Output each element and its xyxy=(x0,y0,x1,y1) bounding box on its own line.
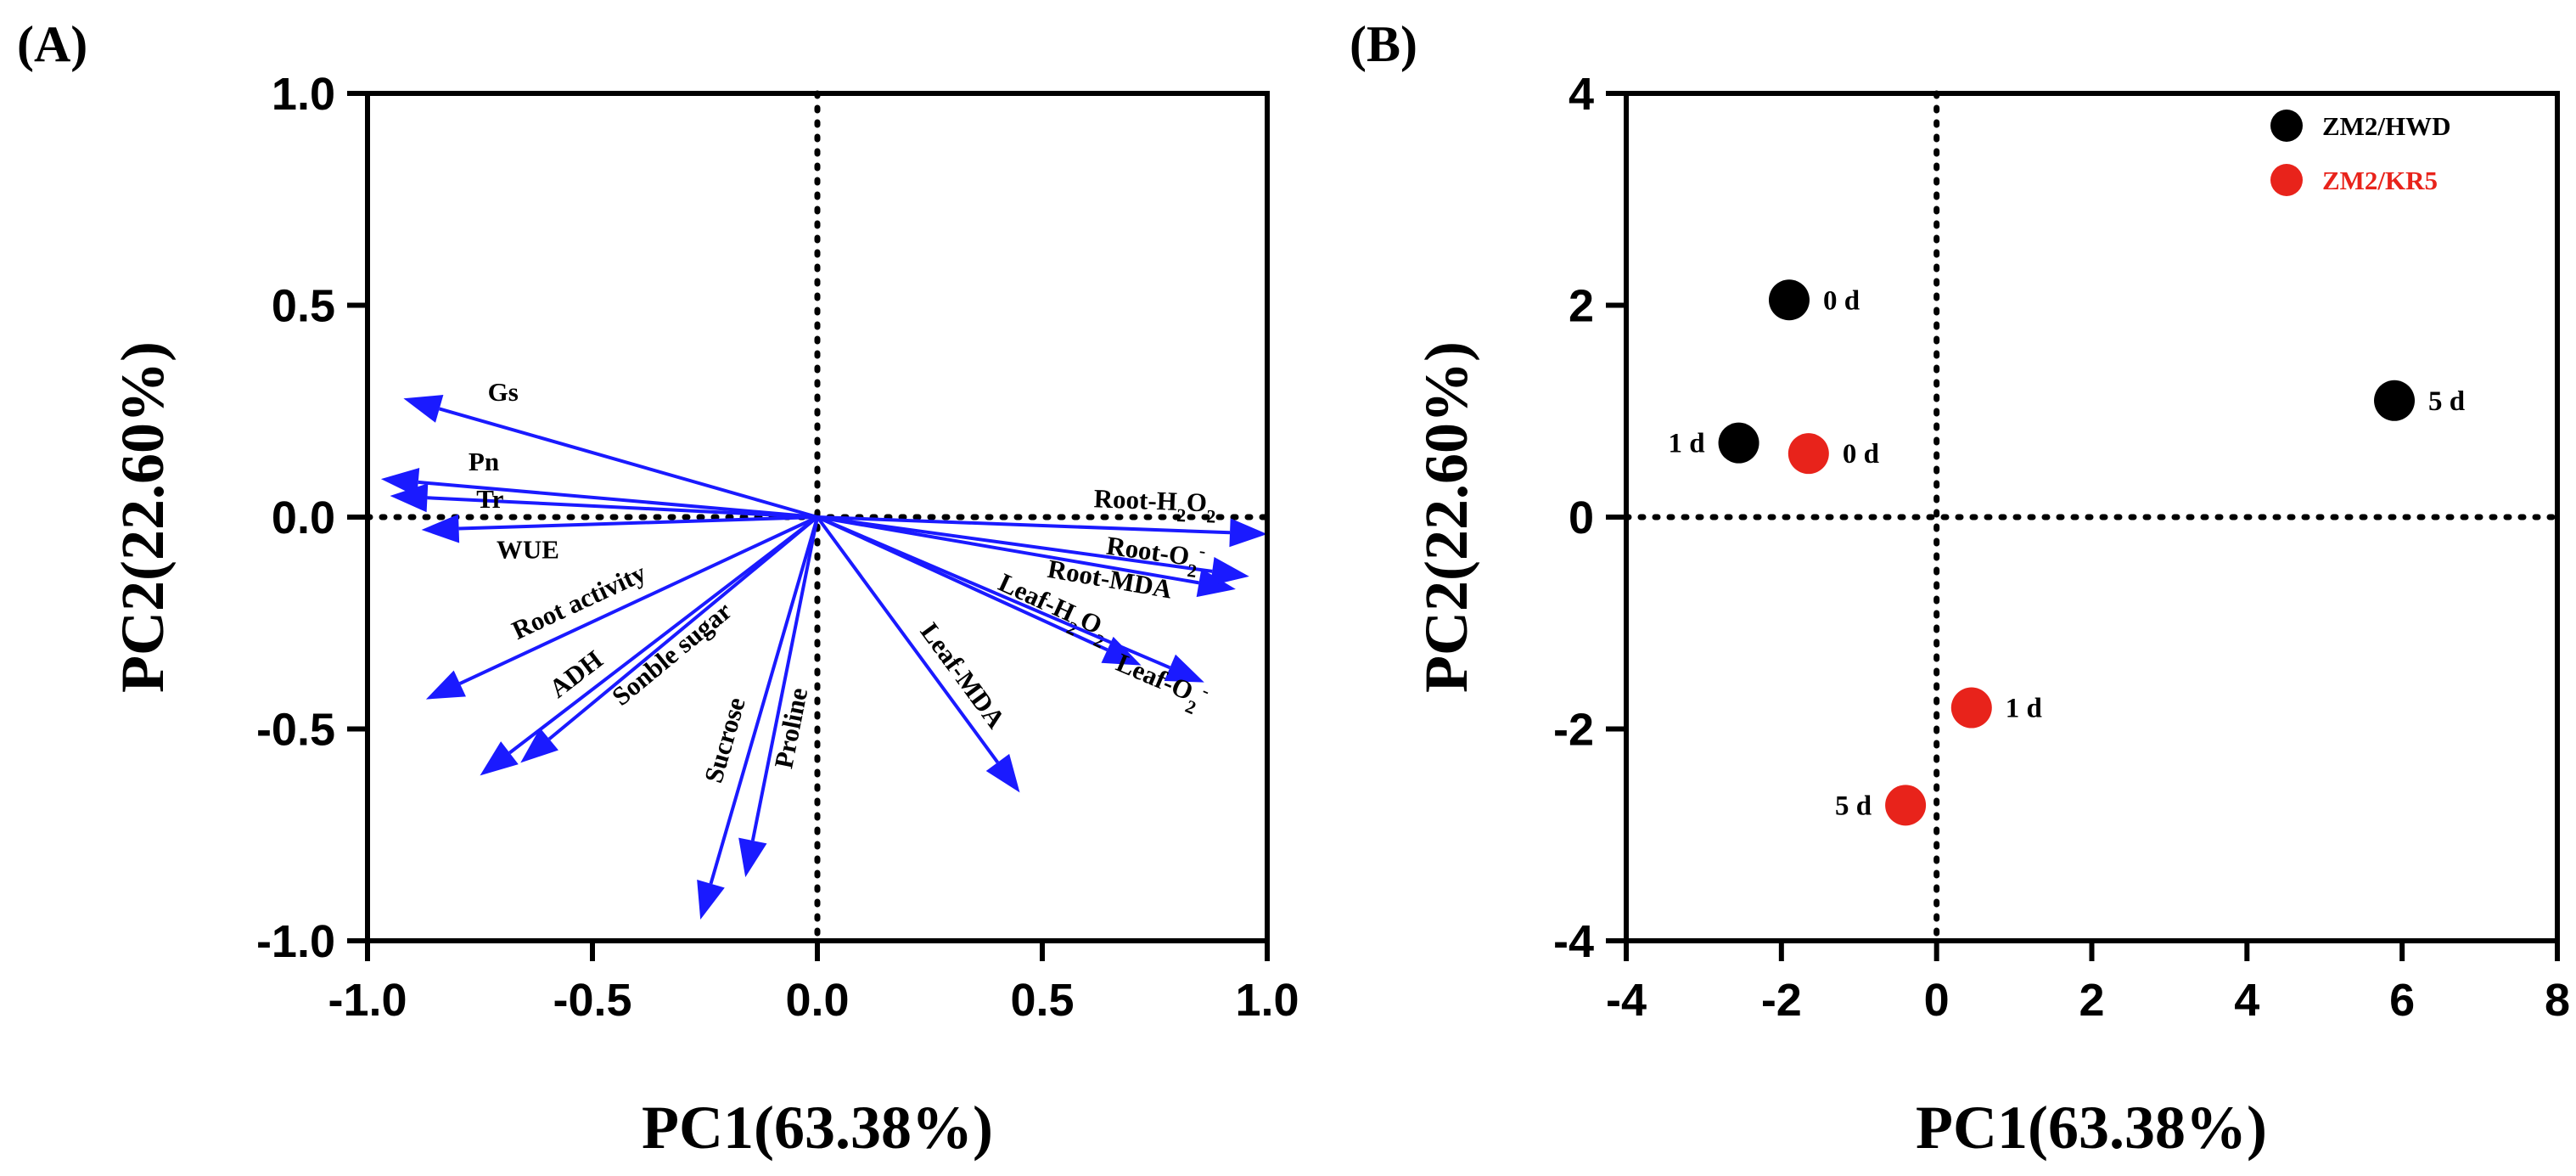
vector-arrowhead-adh xyxy=(480,741,519,776)
panel-a-y-tick-label: 1.0 xyxy=(272,69,335,120)
point-label-zm2-hwd-1-d: 1 d xyxy=(1668,429,1704,459)
vector-line-leaf-o2 xyxy=(817,515,1171,670)
vector-arrowhead-root-h2o2 xyxy=(1229,518,1267,548)
vector-arrowhead-wue xyxy=(421,514,460,543)
panel-b-x-axis-title: PC1(63.38%) xyxy=(1916,1094,2267,1162)
panel-b-x-tick-label: -2 xyxy=(1761,975,1802,1026)
panel-b-y-tick-label: 0 xyxy=(1569,492,1594,543)
point-zm2-hwd-1-d xyxy=(1718,422,1759,464)
vector-label-root-h2o2: Root-H2O2 xyxy=(1093,483,1217,526)
vector-line-root-activity xyxy=(458,515,818,685)
legend-marker-kr5 xyxy=(2270,164,2303,196)
panel-a-y-tick-label: -1.0 xyxy=(256,916,335,967)
point-zm2-kr5-0-d xyxy=(1787,433,1829,475)
panel-b-x-tick-label: 2 xyxy=(2079,975,2104,1026)
point-zm2-hwd-0-d xyxy=(1768,279,1810,321)
panel-a-x-tick-label: 1.0 xyxy=(1235,975,1299,1026)
vector-line-root-h2o2 xyxy=(817,515,1231,535)
panel-b-y-tick-label: 2 xyxy=(1569,281,1594,332)
vector-label-root-activity: Root activity xyxy=(508,557,651,645)
panel-a-y-tick-label: 0.5 xyxy=(272,281,335,332)
vector-label-tr: Tr xyxy=(476,484,503,514)
panel-b-reference-lines xyxy=(1623,90,2561,944)
point-label-zm2-hwd-5-d: 5 d xyxy=(2428,386,2465,417)
panel-b-y-tick-label: 4 xyxy=(1569,69,1594,120)
panel-b-x-tick-label: 0 xyxy=(1924,975,1950,1026)
vector-root-h2o2: Root-H2O2 xyxy=(817,483,1267,548)
panel-b-legend: ZM2/HWD ZM2/KR5 xyxy=(2270,110,2451,196)
legend-label-hwd: ZM2/HWD xyxy=(2322,111,2451,141)
vector-arrowhead-sucrose xyxy=(697,880,725,920)
panel-a-x-tick-label: -0.5 xyxy=(553,975,631,1026)
vector-arrowhead-leaf-mda xyxy=(985,753,1020,793)
panel-b-x-tick-label: 8 xyxy=(2545,975,2570,1026)
point-zm2-kr5-5-d xyxy=(1885,785,1927,826)
vector-root-activity: Root activity xyxy=(425,515,818,700)
panel-b-y-axis-title: PC2(22.60%) xyxy=(1412,341,1480,693)
vector-tr: Tr xyxy=(390,483,818,519)
vector-line-gs xyxy=(439,407,818,519)
panel-a-y-axis-title: PC2(22.60%) xyxy=(109,341,177,693)
vector-proline: Proline xyxy=(738,516,819,878)
vector-line-sucrose xyxy=(709,516,819,885)
panel-b-y-tick-label: -2 xyxy=(1553,705,1594,756)
legend-label-kr5: ZM2/KR5 xyxy=(2322,166,2438,195)
vector-leaf-mda: Leaf-MDA xyxy=(816,515,1020,793)
vector-line-tr xyxy=(427,496,818,519)
vector-arrowhead-proline xyxy=(738,837,767,878)
vector-root-o2: Root-O2- xyxy=(817,515,1249,586)
panel-b-label: (B) xyxy=(1350,16,1417,72)
vector-wue: WUE xyxy=(421,514,818,565)
vector-line-leaf-mda xyxy=(816,515,1000,764)
vector-arrowhead-tr xyxy=(390,483,429,513)
vector-gs: Gs xyxy=(403,377,818,519)
point-zm2-hwd-5-d xyxy=(2374,380,2416,421)
legend-marker-hwd xyxy=(2270,110,2303,142)
panel-b-x-tick-label: 6 xyxy=(2389,975,2415,1026)
panel-a-x-tick-label: -1.0 xyxy=(328,975,407,1026)
vector-sonble-sugar: Sonble sugar xyxy=(520,515,819,763)
point-zm2-kr5-1-d xyxy=(1950,687,1992,729)
point-label-zm2-hwd-0-d: 0 d xyxy=(1823,285,1860,316)
point-label-zm2-kr5-1-d: 1 d xyxy=(2006,694,2042,724)
point-label-zm2-kr5-0-d: 0 d xyxy=(1843,439,1879,470)
vector-line-root-mda xyxy=(817,515,1199,585)
vector-line-wue xyxy=(458,515,818,531)
panel-a-label: (A) xyxy=(17,16,87,72)
vector-line-proline xyxy=(750,516,819,841)
panel-a-ticks: -1.0 -0.5 0.0 0.5 1.0 1.0 0.5 0.0 -0.5 -1.0 xyxy=(256,69,1299,1026)
vector-line-root-o2 xyxy=(817,515,1213,573)
point-label-zm2-kr5-5-d: 5 d xyxy=(1835,791,1872,821)
vector-arrowhead-sonble-sugar xyxy=(520,728,558,763)
vector-line-sonble-sugar xyxy=(547,515,819,740)
panel-a-x-tick-label: 0.5 xyxy=(1010,975,1074,1026)
vector-line-pn xyxy=(418,480,818,519)
panel-b-ticks: -4 -2 0 2 4 6 8 4 2 0 -2 -4 xyxy=(1553,69,2570,1026)
vector-arrowhead-gs xyxy=(403,395,444,423)
vector-line-adh xyxy=(508,515,819,755)
vector-arrowhead-root-activity xyxy=(425,670,466,700)
panel-a-x-tick-label: 0.0 xyxy=(785,975,849,1026)
vector-label-proline: Proline xyxy=(768,685,813,771)
panel-a-x-axis-title: PC1(63.38%) xyxy=(642,1094,993,1162)
panel-a-y-tick-label: 0.0 xyxy=(272,492,335,543)
vector-label-sonble-sugar: Sonble sugar xyxy=(606,595,738,711)
panel-b-points: 0 d 1 d 5 d 0 d 1 d 5 d xyxy=(1668,279,2465,826)
vector-arrowhead-root-o2 xyxy=(1209,557,1249,586)
panel-a-y-tick-label: -0.5 xyxy=(256,705,335,756)
panel-b-x-tick-label: -4 xyxy=(1606,975,1647,1026)
panel-b: (B) 0 d 1 d 5 d 0 d 1 d 5 d -4 -2 0 2 4 6 8 4 2 0 -2-4 … xyxy=(1350,16,2570,1162)
vector-label-gs: Gs xyxy=(488,377,519,407)
vector-label-wue: WUE xyxy=(497,535,559,565)
panel-b-x-tick-label: 4 xyxy=(2234,975,2259,1026)
vector-label-pn: Pn xyxy=(469,447,499,476)
vector-label-adh: ADH xyxy=(543,644,608,704)
panel-b-y-tick-label: -4 xyxy=(1553,916,1594,967)
vector-arrowhead-leaf-o2 xyxy=(1164,654,1204,683)
vector-label-leaf-o2: Leaf-O2- xyxy=(1108,644,1214,720)
